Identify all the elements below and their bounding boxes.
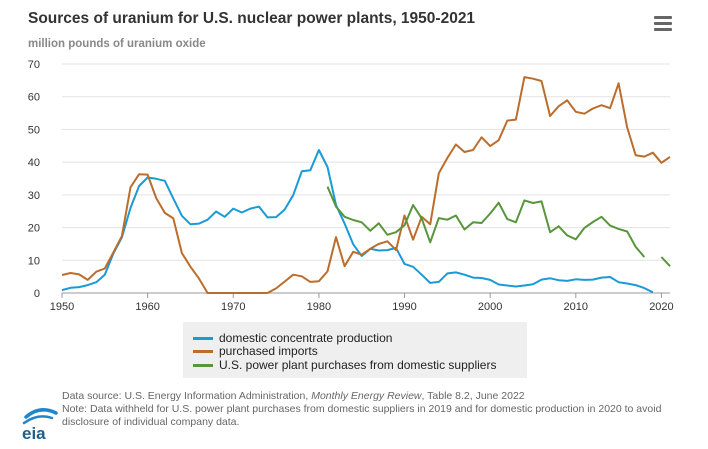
x-tick-label: 1970	[221, 301, 245, 313]
series-line-2	[326, 186, 646, 258]
x-tick-label: 1950	[50, 301, 74, 313]
chart-plot: 0 10 20 30 40 50 60 70 1950 1960 1970 1980 1990 2000…	[28, 59, 674, 313]
source-publication: Monthly Energy Review	[311, 390, 422, 402]
eia-logo-text: eia	[22, 424, 46, 443]
chart-title: Sources of uranium for U.S. nuclear powe…	[28, 10, 476, 27]
y-tick-label: 20	[28, 223, 40, 235]
y-tick-label: 0	[34, 288, 40, 300]
y-tick-label: 30	[28, 190, 40, 202]
y-tick-label: 10	[28, 255, 40, 267]
y-tick-label: 60	[28, 92, 40, 104]
legend-label: domestic concentrate production	[219, 331, 393, 345]
y-tick-label: 50	[28, 124, 40, 136]
series-line-1	[61, 76, 671, 294]
legend-label: purchased imports	[219, 344, 318, 358]
eia-logo-icon[interactable]: eia	[20, 403, 60, 445]
legend-swatch-green	[193, 363, 213, 367]
y-tick-label: 70	[28, 59, 40, 71]
y-tick-label: 40	[28, 157, 40, 169]
chart-legend: domestic concentrate production purchase…	[183, 322, 527, 378]
legend-item-domestic-production[interactable]: domestic concentrate production	[193, 331, 392, 345]
source-prefix: Data source: U.S. Energy Information Adm…	[62, 390, 312, 402]
x-tick-label: 2000	[478, 301, 502, 313]
x-tick-label: 2010	[564, 301, 588, 313]
x-tick-label: 1990	[392, 301, 416, 313]
hamburger-menu-icon[interactable]	[654, 16, 672, 32]
legend-swatch-brown	[193, 349, 213, 353]
x-tick-label: 1980	[307, 301, 331, 313]
series-line-0	[61, 149, 654, 294]
legend-item-domestic-purchases[interactable]: U.S. power plant purchases from domestic…	[193, 358, 496, 372]
series-line-2	[660, 256, 671, 267]
unit-label: million pounds of uranium oxide	[28, 38, 206, 50]
legend-label: U.S. power plant purchases from domestic…	[219, 358, 497, 372]
x-tick-label: 1960	[135, 301, 159, 313]
source-note: Data source: U.S. Energy Information Adm…	[62, 390, 702, 429]
data-source-line: Data source: U.S. Energy Information Adm…	[62, 390, 702, 403]
legend-swatch-blue	[193, 336, 213, 340]
legend-item-purchased-imports[interactable]: purchased imports	[193, 344, 318, 358]
source-suffix: , Table 8.2, June 2022	[421, 390, 525, 402]
data-note-line: Note: Data withheld for U.S. power plant…	[62, 403, 662, 428]
x-tick-label: 2020	[649, 301, 673, 313]
